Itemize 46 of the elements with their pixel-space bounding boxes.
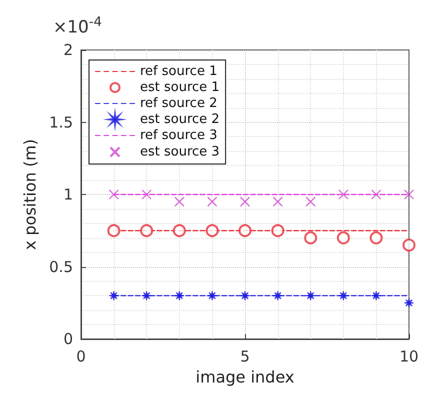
x-tick-label: 0 [76,348,86,366]
legend-label: ref source 1 [140,64,218,79]
point [338,189,348,200]
point [370,231,383,244]
legend-label: est source 1 [140,80,220,95]
point [140,224,154,238]
x-tick-label: 10 [399,348,419,366]
point [404,298,414,308]
point [172,224,186,238]
point [174,196,184,207]
point [108,189,119,200]
y-axis-title: x position (m) [20,138,40,250]
y-tick-label: 0.5 [49,258,73,276]
point [272,196,283,207]
legend-label: est source 2 [140,112,220,127]
point [207,196,218,207]
y-tick-label: 0 [63,330,73,348]
point [404,189,414,200]
legend-label: ref source 3 [140,128,218,143]
point [336,231,350,244]
x-axis-title: image index [196,368,294,386]
point [238,224,252,238]
point [304,231,318,244]
point [240,290,250,301]
y-tick-label: 1.5 [49,113,73,132]
point [371,290,382,301]
point [338,290,348,301]
point [142,189,152,200]
point [272,290,283,301]
point [402,238,416,252]
y-tick-label: 2 [63,41,73,59]
x-tick-label: 5 [240,348,250,366]
point [240,196,250,207]
point [107,224,120,238]
point [207,290,218,301]
point [206,224,219,238]
legend-label: est source 3 [140,144,220,160]
y-tick-label: 1 [63,186,73,204]
point [108,290,119,301]
point [371,189,382,200]
point [142,290,152,301]
point [174,290,184,301]
legend-label: ref source 2 [140,96,218,111]
point [271,224,284,238]
point [306,196,316,207]
point [306,290,316,301]
